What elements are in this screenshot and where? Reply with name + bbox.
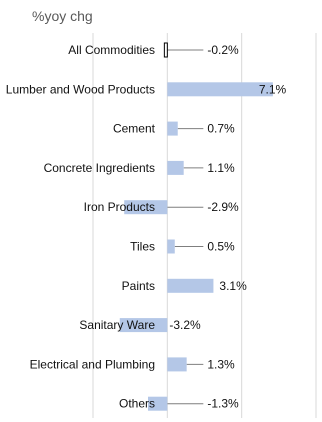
value-label: 7.1% bbox=[259, 82, 287, 96]
category-label: Electrical and Plumbing bbox=[30, 357, 155, 371]
category-label: All Commodities bbox=[68, 43, 155, 57]
category-labels: All Commodities Lumber and Wood Products C… bbox=[6, 43, 156, 411]
bar bbox=[124, 200, 168, 215]
value-label: -0.2% bbox=[207, 43, 239, 57]
chart-subtitle: %yoy chg bbox=[32, 8, 93, 24]
bar bbox=[167, 278, 214, 293]
bar bbox=[167, 357, 187, 372]
category-label: Iron Products bbox=[84, 200, 155, 214]
bar bbox=[119, 318, 168, 333]
grid-layer bbox=[92, 33, 317, 418]
leader-layer bbox=[167, 49, 204, 405]
bar bbox=[167, 239, 175, 254]
category-label: Others bbox=[119, 397, 155, 411]
value-labels: -0.2% 7.1% 0.7% 1.1% -2.9% 0.5% 3.1% -3.2% 1.3% -… bbox=[169, 43, 286, 411]
bar bbox=[163, 42, 168, 58]
bar bbox=[167, 82, 273, 97]
category-label: Tiles bbox=[130, 240, 155, 254]
bar bbox=[167, 121, 178, 136]
category-label: Paints bbox=[122, 279, 155, 293]
category-label: Lumber and Wood Products bbox=[6, 82, 155, 96]
value-label: 1.3% bbox=[207, 357, 235, 371]
value-label: 1.1% bbox=[207, 161, 235, 175]
category-label: Concrete Ingredients bbox=[44, 161, 155, 175]
category-label: Cement bbox=[113, 122, 156, 136]
value-label: -1.3% bbox=[207, 397, 239, 411]
category-label: Sanitary Ware bbox=[79, 318, 155, 332]
value-label: 0.7% bbox=[207, 122, 235, 136]
value-label: 3.1% bbox=[219, 279, 247, 293]
value-label: 0.5% bbox=[207, 240, 235, 254]
value-label: -3.2% bbox=[169, 318, 201, 332]
bar bbox=[167, 160, 184, 175]
value-label: -2.9% bbox=[207, 200, 239, 214]
bar-layer bbox=[119, 42, 273, 411]
bar bbox=[148, 396, 168, 411]
